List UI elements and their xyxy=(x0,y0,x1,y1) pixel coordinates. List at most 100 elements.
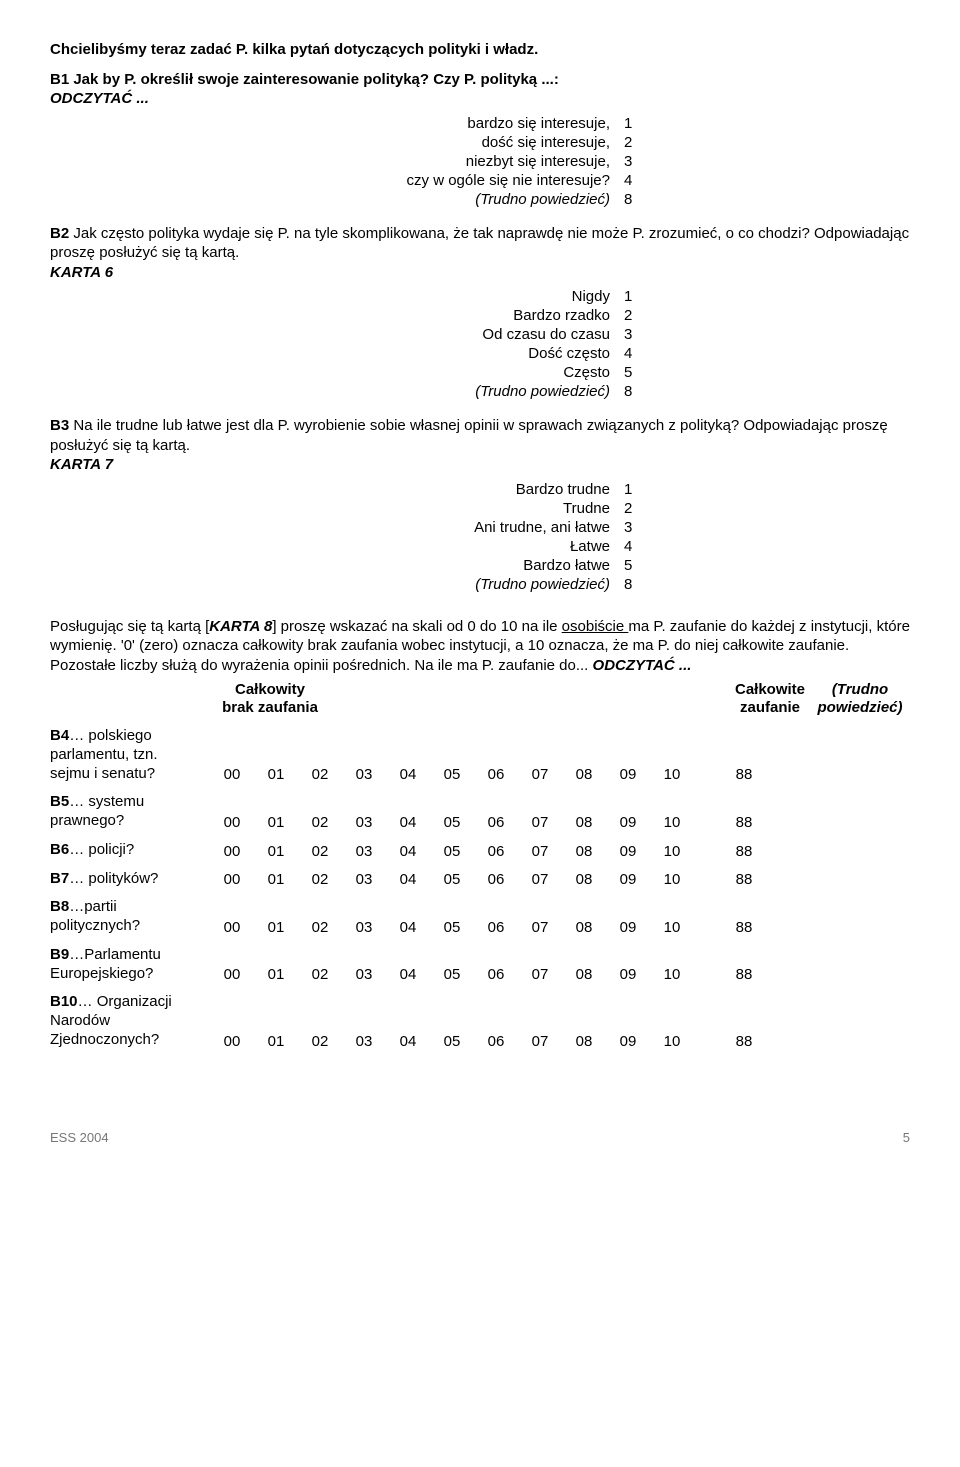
trust-scale-cell: 07 xyxy=(518,871,562,888)
trust-scale-cell: 04 xyxy=(386,766,430,783)
trust-scale-cell: 00 xyxy=(210,814,254,831)
trust-item-label: B9…ParlamentuEuropejskiego? xyxy=(50,946,210,984)
option-row: Dość często4 xyxy=(50,345,910,362)
trust-scale-cell: 06 xyxy=(474,966,518,983)
option-value: 4 xyxy=(624,172,654,189)
trust-scale-cell: 10 xyxy=(650,871,694,888)
trust-scale-cell: 09 xyxy=(606,843,650,860)
option-row: bardzo się interesuje,1 xyxy=(50,115,910,132)
option-value: 4 xyxy=(624,345,654,362)
trust-scale-cell: 00 xyxy=(210,1033,254,1050)
footer-page: 5 xyxy=(903,1130,910,1145)
trust-scale-cell: 06 xyxy=(474,843,518,860)
option-label: Dość często xyxy=(50,345,624,362)
trust-row: B9…ParlamentuEuropejskiego?0001020304050… xyxy=(50,946,910,984)
option-row: Łatwe4 xyxy=(50,538,910,555)
trust-scale-cell: 02 xyxy=(298,814,342,831)
trust-scale-cell: 03 xyxy=(342,871,386,888)
trust-row: B4… polskiegoparlamentu, tzn.sejmu i sen… xyxy=(50,727,910,783)
trust-header-right: Całkowite zaufanie xyxy=(730,681,810,717)
trust-scale-cell: 07 xyxy=(518,919,562,936)
trust-scale-cell: 01 xyxy=(254,966,298,983)
trust-scale-cell: 08 xyxy=(562,871,606,888)
b3-karta: KARTA 7 xyxy=(50,456,113,473)
trust-scale-cell: 02 xyxy=(298,966,342,983)
trust-scale-cell: 01 xyxy=(254,843,298,860)
trust-scale-cell: 05 xyxy=(430,814,474,831)
trust-scale-cell: 01 xyxy=(254,871,298,888)
b2-text: Jak często polityka wydaje się P. na tyl… xyxy=(50,225,909,262)
trust-scale-cell: 00 xyxy=(210,766,254,783)
option-label: Bardzo rzadko xyxy=(50,307,624,324)
trust-scale-cell: 02 xyxy=(298,871,342,888)
trust-scale-cell: 02 xyxy=(298,1033,342,1050)
option-label: Łatwe xyxy=(50,538,624,555)
trust-scale-cell: 00 xyxy=(210,919,254,936)
option-label: (Trudno powiedzieć) xyxy=(50,383,624,400)
trust-scale-cell: 05 xyxy=(430,843,474,860)
trust-scale-cell: 04 xyxy=(386,843,430,860)
trust-scale-cell: 06 xyxy=(474,919,518,936)
trust-scale-cell: 03 xyxy=(342,766,386,783)
trust-intro-a: Posługując się tą kartą [ xyxy=(50,618,209,635)
option-label: Trudne xyxy=(50,500,624,517)
trust-scale-cell: 08 xyxy=(562,919,606,936)
option-value: 2 xyxy=(624,307,654,324)
trust-scale-cell: 07 xyxy=(518,966,562,983)
b2-code: B2 xyxy=(50,225,69,242)
option-value: 3 xyxy=(624,519,654,536)
b1-question-text: B1 Jak by P. określił swoje zainteresowa… xyxy=(50,71,559,88)
trust-scale-cell: 07 xyxy=(518,766,562,783)
b3-text: Na ile trudne lub łatwe jest dla P. wyro… xyxy=(50,417,888,454)
trust-scale-cell: 07 xyxy=(518,843,562,860)
option-row: Bardzo łatwe5 xyxy=(50,557,910,574)
option-row: (Trudno powiedzieć)8 xyxy=(50,383,910,400)
trust-row: B6… policji?000102030405060708091088 xyxy=(50,841,910,860)
trust-item-label: B8…partiipolitycznych? xyxy=(50,898,210,936)
trust-scale-cell: 08 xyxy=(562,843,606,860)
trust-dk-cell: 88 xyxy=(694,843,794,860)
header-left-l1: Całkowity xyxy=(235,681,305,698)
trust-row: B10… OrganizacjiNarodówZjednoczonych?000… xyxy=(50,993,910,1049)
option-label: (Trudno powiedzieć) xyxy=(50,191,624,208)
option-label: (Trudno powiedzieć) xyxy=(50,576,624,593)
trust-scale-cell: 04 xyxy=(386,1033,430,1050)
b1-readout: ODCZYTAĆ ... xyxy=(50,90,149,107)
trust-scale-cell: 03 xyxy=(342,1033,386,1050)
trust-scale-cell: 05 xyxy=(430,871,474,888)
b3-options: Bardzo trudne1Trudne2Ani trudne, ani łat… xyxy=(50,481,910,593)
option-row: Od czasu do czasu3 xyxy=(50,326,910,343)
trust-dk-cell: 88 xyxy=(694,766,794,783)
header-dk-l1: (Trudno xyxy=(832,681,888,698)
b3-code: B3 xyxy=(50,417,69,434)
option-value: 8 xyxy=(624,383,654,400)
option-label: niezbyt się interesuje, xyxy=(50,153,624,170)
trust-scale-cell: 10 xyxy=(650,766,694,783)
option-value: 5 xyxy=(624,557,654,574)
trust-item-label: B6… policji? xyxy=(50,841,210,860)
header-dk-l2: powiedzieć) xyxy=(817,699,902,716)
trust-scale-cell: 01 xyxy=(254,766,298,783)
section-intro: Chcielibyśmy teraz zadać P. kilka pytań … xyxy=(50,40,910,60)
option-value: 8 xyxy=(624,191,654,208)
trust-readout: ODCZYTAĆ ... xyxy=(593,657,692,674)
trust-scale-cell: 05 xyxy=(430,919,474,936)
trust-item-label: B7… polityków? xyxy=(50,870,210,889)
trust-row: B7… polityków?000102030405060708091088 xyxy=(50,870,910,889)
option-row: (Trudno powiedzieć)8 xyxy=(50,576,910,593)
trust-scale-cell: 07 xyxy=(518,814,562,831)
trust-row: B5… systemuprawnego?00010203040506070809… xyxy=(50,793,910,831)
option-row: Bardzo trudne1 xyxy=(50,481,910,498)
trust-scale-cell: 05 xyxy=(430,966,474,983)
trust-scale-cell: 04 xyxy=(386,871,430,888)
b2-karta: KARTA 6 xyxy=(50,264,113,281)
trust-header-left: Całkowity brak zaufania xyxy=(210,681,330,717)
b1-question: B1 Jak by P. określił swoje zainteresowa… xyxy=(50,70,910,109)
option-row: (Trudno powiedzieć)8 xyxy=(50,191,910,208)
trust-karta: KARTA 8 xyxy=(209,618,272,635)
trust-item-label: B4… polskiegoparlamentu, tzn.sejmu i sen… xyxy=(50,727,210,783)
option-value: 1 xyxy=(624,481,654,498)
trust-scale-cell: 10 xyxy=(650,843,694,860)
option-row: niezbyt się interesuje,3 xyxy=(50,153,910,170)
trust-scale-cell: 08 xyxy=(562,966,606,983)
